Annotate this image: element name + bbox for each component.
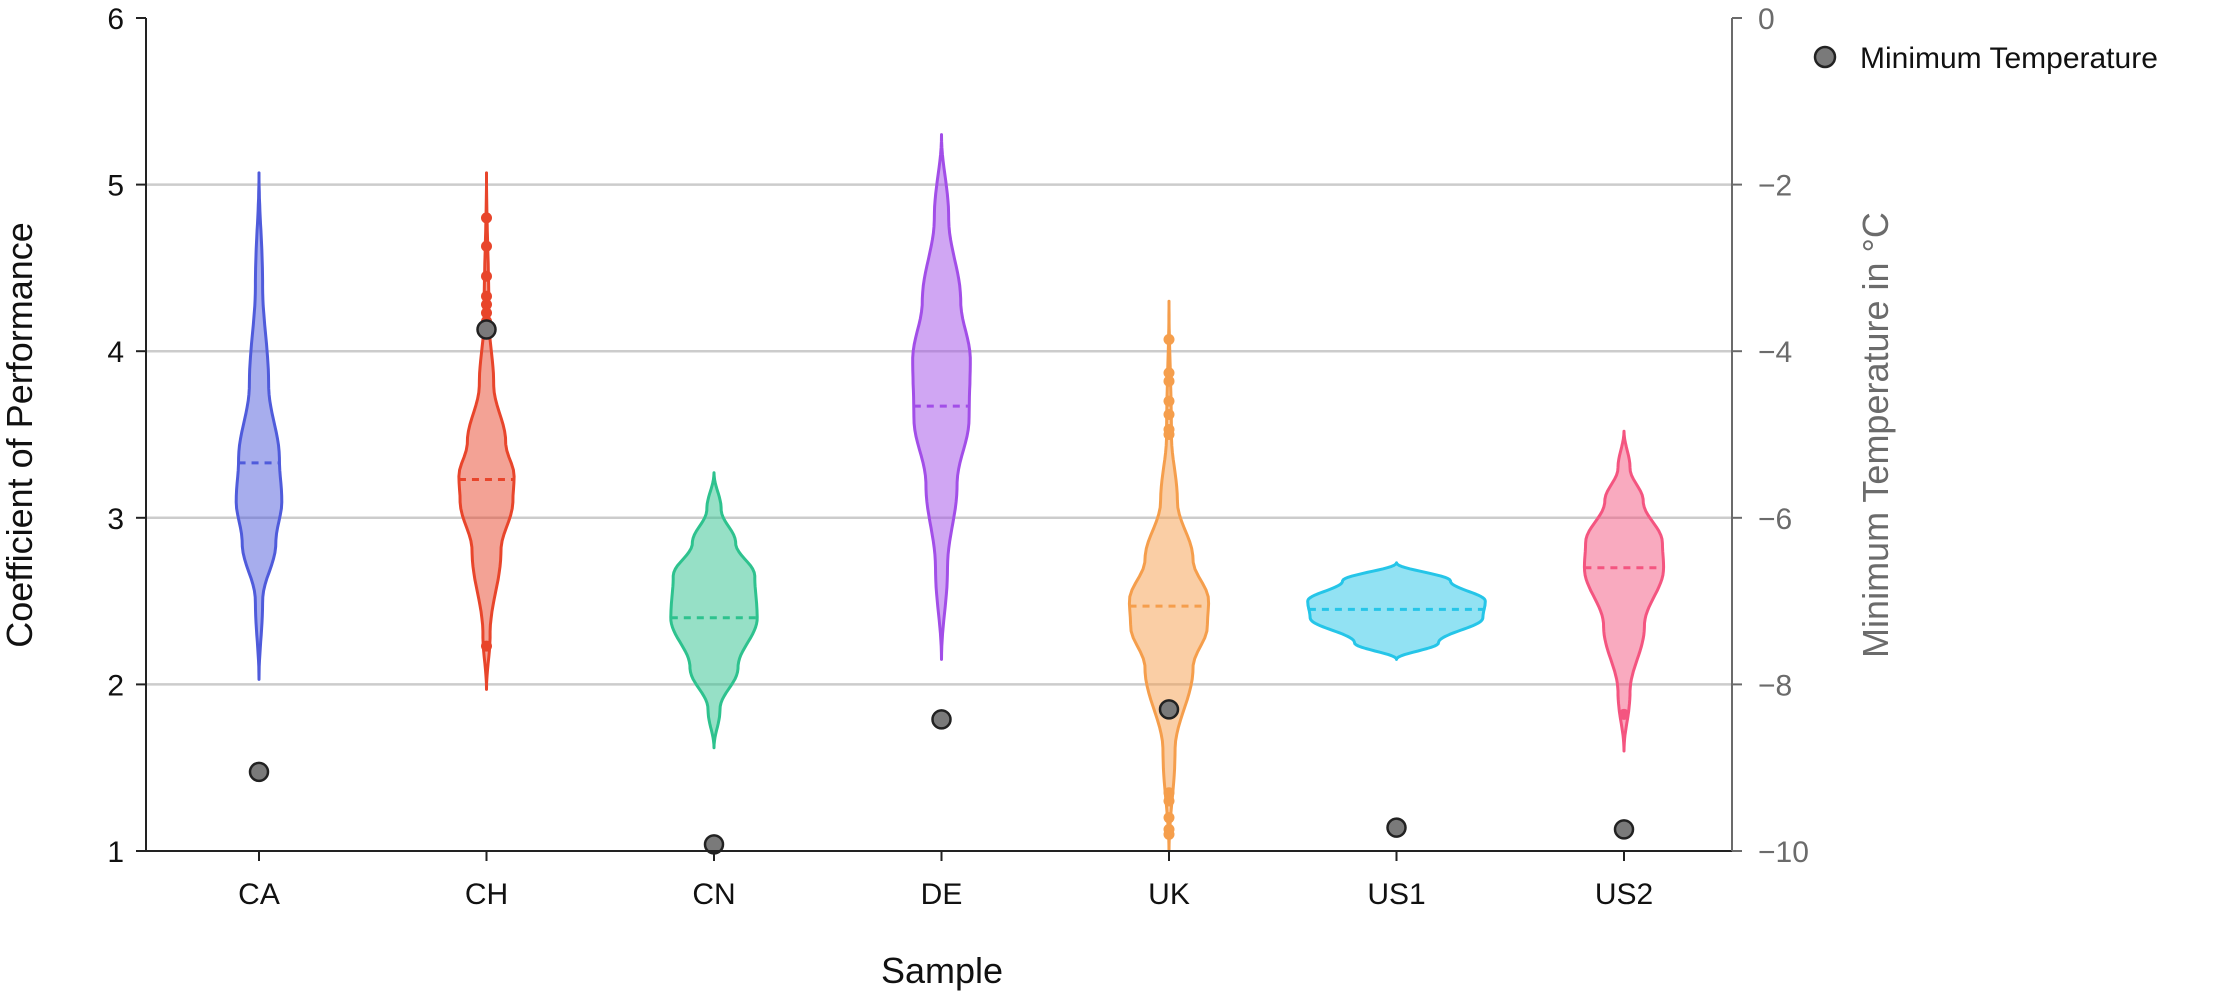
y2-tick-label: −10: [1758, 836, 1809, 869]
y2-axis-title: Minimum Temperature in °C: [1855, 212, 1896, 658]
y-tick-label: 3: [107, 503, 124, 536]
violin-ch: [457, 171, 516, 691]
outlier-point: [481, 307, 492, 319]
outlier-point: [481, 240, 492, 252]
violin-body: [911, 133, 972, 661]
outlier-point: [1163, 375, 1175, 387]
x-tick-label: CA: [238, 878, 280, 911]
y-tick-label: 4: [107, 336, 124, 369]
legend-label: Minimum Temperature: [1860, 42, 2158, 75]
x-tick-label: US1: [1367, 878, 1425, 911]
violin-us2: [1582, 429, 1666, 753]
violin-body: [234, 171, 284, 681]
violin-body: [1582, 429, 1666, 753]
violin-body: [457, 171, 516, 691]
x-tick-label: US2: [1595, 878, 1653, 911]
outlier-point: [1163, 795, 1175, 807]
violin-us1: [1306, 561, 1487, 661]
min-temperature-point: [1613, 819, 1635, 840]
y-tick-label: 6: [107, 3, 124, 36]
outlier-point: [1163, 823, 1175, 835]
y2-tick-label: 0: [1758, 3, 1775, 36]
x-tick-label: DE: [921, 878, 963, 911]
violin-body: [669, 471, 759, 750]
violin-ca: [234, 171, 284, 681]
outlier-point: [481, 640, 492, 652]
violins: [234, 133, 1666, 853]
min-temperature-points: [248, 319, 1635, 855]
min-temperature-point: [248, 761, 270, 783]
x-axis-title: Sample: [881, 950, 1003, 991]
violin-de: [911, 133, 972, 661]
y2-tick-label: −8: [1758, 669, 1792, 702]
outlier-point: [1163, 395, 1175, 407]
outlier-point: [1163, 409, 1175, 421]
outlier-point: [1163, 334, 1175, 346]
x-tick-label: UK: [1148, 878, 1190, 911]
violin-body: [1127, 299, 1211, 853]
x-tick-label: CH: [465, 878, 508, 911]
min-temperature-point: [931, 709, 952, 730]
outlier-point: [481, 270, 492, 282]
x-tick-label: CN: [692, 878, 735, 911]
outlier-point: [1163, 787, 1175, 799]
min-temperature-point: [1386, 817, 1407, 838]
outlier-point: [1618, 708, 1630, 720]
axes: 1 2 3 4 5 6 0 −2 −4 −6 −8 −10 CA CH CN DE UK US1 US2: [107, 3, 1809, 911]
outlier-point: [1163, 367, 1175, 379]
y-tick-label: 2: [107, 669, 124, 702]
outlier-point: [481, 212, 492, 224]
y2-tick-label: −6: [1758, 503, 1792, 536]
y-axis-title: Coefficient of Performance: [0, 222, 40, 648]
y2-tick-label: −4: [1758, 336, 1792, 369]
outlier-point: [481, 290, 492, 302]
legend: Minimum Temperature: [1813, 42, 2158, 75]
outlier-point: [481, 299, 492, 311]
min-temperature-point: [1158, 699, 1180, 720]
outlier-point: [1163, 812, 1175, 824]
min-temperature-point: [476, 319, 497, 340]
violin-uk: [1127, 299, 1211, 853]
violin-body: [1306, 561, 1487, 661]
legend-marker: [1813, 45, 1837, 69]
outlier-point: [1163, 424, 1175, 436]
y-tick-label: 1: [107, 836, 124, 869]
y-tick-label: 5: [107, 170, 124, 203]
y2-tick-label: −2: [1758, 170, 1792, 203]
violin-cn: [669, 471, 759, 750]
